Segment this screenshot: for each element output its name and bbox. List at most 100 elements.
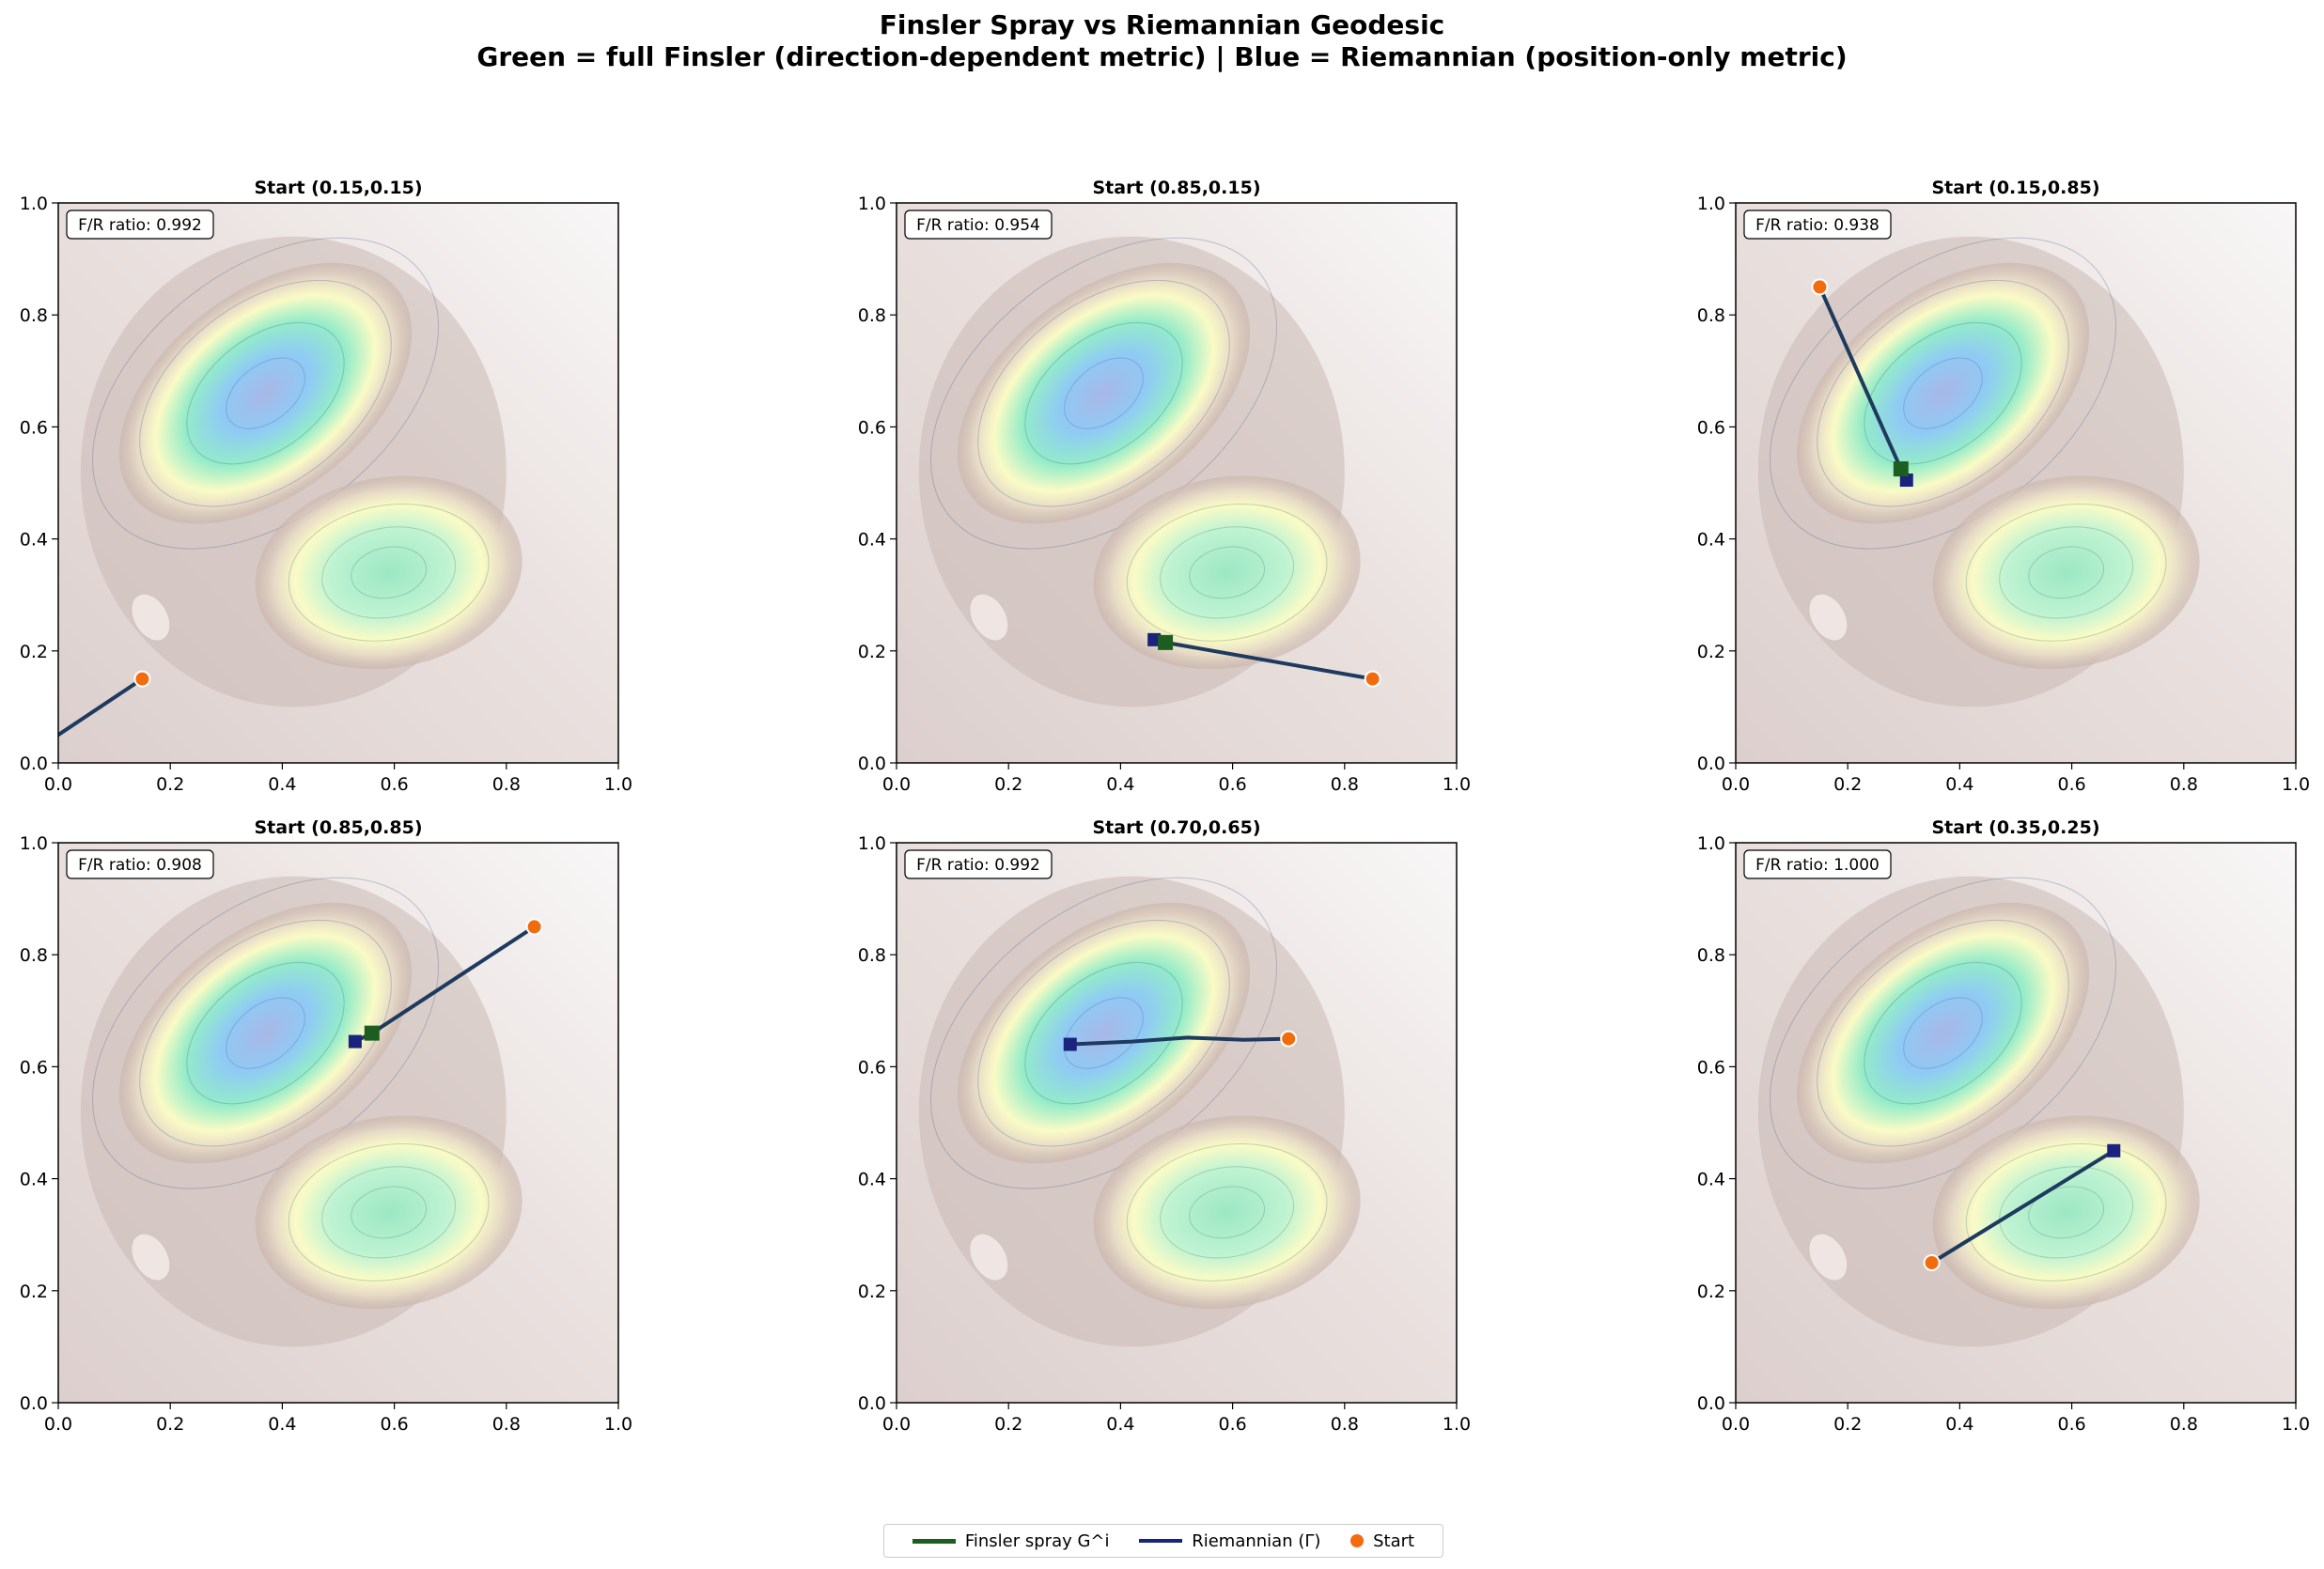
y-tick-label: 0.8	[20, 945, 48, 966]
x-tick-label: 0.8	[492, 1414, 521, 1435]
metric-contour	[1064, 997, 1144, 1069]
x-tick-label: 0.2	[994, 774, 1022, 795]
riemannian-endpoint	[1147, 632, 1162, 646]
start-marker	[1280, 1030, 1298, 1048]
metric-contour	[1126, 504, 1328, 642]
subplot-title: Start (0.70,0.65)	[1093, 817, 1261, 838]
ratio-annotation: F/R ratio: 0.992	[904, 849, 1053, 879]
metric-contour	[1999, 1166, 2134, 1259]
legend-entry-start: Start	[1350, 1531, 1414, 1551]
metric-contour	[139, 919, 392, 1147]
metric-contour	[1024, 321, 1183, 465]
metric-contour	[1160, 1166, 1295, 1259]
ratio-annotation-box	[1743, 210, 1892, 240]
y-tick-label: 0.6	[20, 417, 48, 438]
x-tick-label: 0.0	[882, 774, 911, 795]
y-tick-label: 0.2	[20, 642, 48, 662]
axes-frame	[57, 842, 619, 1404]
metric-contour	[1189, 1186, 1266, 1239]
riemannian-endpoint	[1899, 474, 1913, 488]
metric-contour	[226, 357, 305, 429]
subplot-1: 0.0 0.2 0.4 0.6 0.8 1.0 0.0 0.2 0.4 0.6 0.8 1.0 Star…	[20, 178, 632, 795]
axes-frame	[1735, 842, 2297, 1404]
metric-contour	[1189, 546, 1266, 599]
y-tick-label: 0.4	[858, 530, 886, 551]
x-tick-label: 0.6	[2057, 774, 2085, 795]
metric-contour	[1903, 357, 1983, 429]
ratio-annotation-text: F/R ratio: 0.992	[78, 216, 202, 235]
metric-contour	[288, 1143, 490, 1282]
metric-well-lower	[1932, 1115, 2200, 1310]
metric-field	[58, 843, 618, 1403]
y-tick-label: 0.8	[20, 305, 48, 326]
metric-contour	[977, 279, 1230, 507]
metric-well-lower-fill	[1932, 475, 2200, 670]
finsler-endpoint	[1158, 634, 1174, 650]
start-marker	[525, 918, 543, 936]
ratio-annotation: F/R ratio: 0.908	[66, 849, 214, 879]
y-tick-label: 0.4	[1697, 530, 1725, 551]
metric-contour	[977, 919, 1230, 1147]
metric-contour	[1064, 357, 1144, 429]
start-marker	[1811, 278, 1829, 296]
metric-well-lower-fill	[1093, 475, 1361, 670]
metric-well-upper-fill	[118, 262, 413, 524]
metric-field	[1736, 843, 2296, 1403]
y-tick-label: 0.2	[1697, 642, 1725, 662]
x-tick-label: 1.0	[2282, 774, 2310, 795]
finsler-endpoint	[1893, 461, 1909, 477]
y-tick-label: 0.8	[858, 945, 886, 966]
ratio-annotation: F/R ratio: 0.938	[1743, 210, 1892, 240]
metric-contour	[226, 997, 305, 1069]
y-tick-label: 0.4	[20, 1170, 48, 1190]
metric-blob	[969, 1233, 1009, 1282]
metric-contour	[2028, 546, 2105, 599]
metric-contour	[186, 961, 345, 1105]
x-tick-label: 0.0	[1722, 1414, 1750, 1435]
x-tick-label: 0.6	[380, 1414, 408, 1435]
metric-contour	[1965, 1143, 2167, 1282]
x-tick-label: 1.0	[1443, 774, 1471, 795]
legend-finsler-label: Finsler spray G^i	[964, 1530, 1110, 1551]
x-tick-label: 1.0	[1443, 1414, 1471, 1435]
figure-title-line1: Finsler Spray vs Riemannian Geodesic	[879, 9, 1445, 40]
metric-well-lower-fill	[255, 475, 523, 670]
x-tick-label: 1.0	[604, 1414, 632, 1435]
axes-frame	[896, 202, 1458, 764]
metric-contour	[1864, 961, 2022, 1105]
x-tick-label: 0.4	[1945, 774, 1973, 795]
figure-title: Finsler Spray vs Riemannian Geodesic Gre…	[0, 9, 2324, 73]
metric-blob	[1808, 593, 1848, 642]
start-marker	[133, 670, 151, 688]
metric-contour	[1024, 961, 1183, 1105]
metric-well-lower	[255, 1115, 523, 1310]
x-tick-label: 0.4	[1106, 774, 1134, 795]
riemannian-endpoint	[2107, 1143, 2121, 1157]
x-tick-label: 0.8	[1331, 774, 1359, 795]
y-tick-label: 0.6	[1697, 1057, 1725, 1078]
y-tick-label: 0.0	[1697, 753, 1725, 774]
x-tick-label: 0.4	[268, 774, 296, 795]
ratio-annotation-text: F/R ratio: 0.908	[78, 856, 202, 875]
ratio-annotation-text: F/R ratio: 0.938	[1755, 216, 1879, 235]
ratio-annotation-box	[1743, 849, 1892, 879]
riemannian-endpoint	[1063, 1037, 1077, 1051]
legend-start-label: Start	[1373, 1530, 1415, 1551]
metric-contour	[351, 1186, 428, 1239]
x-tick-label: 0.4	[1945, 1414, 1973, 1435]
y-tick-label: 0.2	[1697, 1282, 1725, 1302]
x-tick-label: 0.0	[44, 774, 72, 795]
metric-contour	[2028, 1186, 2105, 1239]
subplot-title: Start (0.15,0.15)	[255, 178, 423, 198]
geodesic-path	[1068, 1035, 1291, 1047]
metric-contour	[139, 279, 392, 507]
figure-title-line2: Green = full Finsler (direction-dependen…	[476, 41, 1848, 72]
x-tick-label: 0.2	[156, 774, 184, 795]
x-tick-label: 0.2	[156, 1414, 184, 1435]
y-tick-label: 0.8	[858, 305, 886, 326]
y-tick-label: 1.0	[20, 194, 48, 214]
metric-contour	[1903, 997, 1983, 1069]
metric-contour	[186, 321, 345, 465]
ratio-annotation-text: F/R ratio: 0.954	[916, 216, 1040, 235]
legend-riemannian-swatch	[1139, 1539, 1183, 1543]
